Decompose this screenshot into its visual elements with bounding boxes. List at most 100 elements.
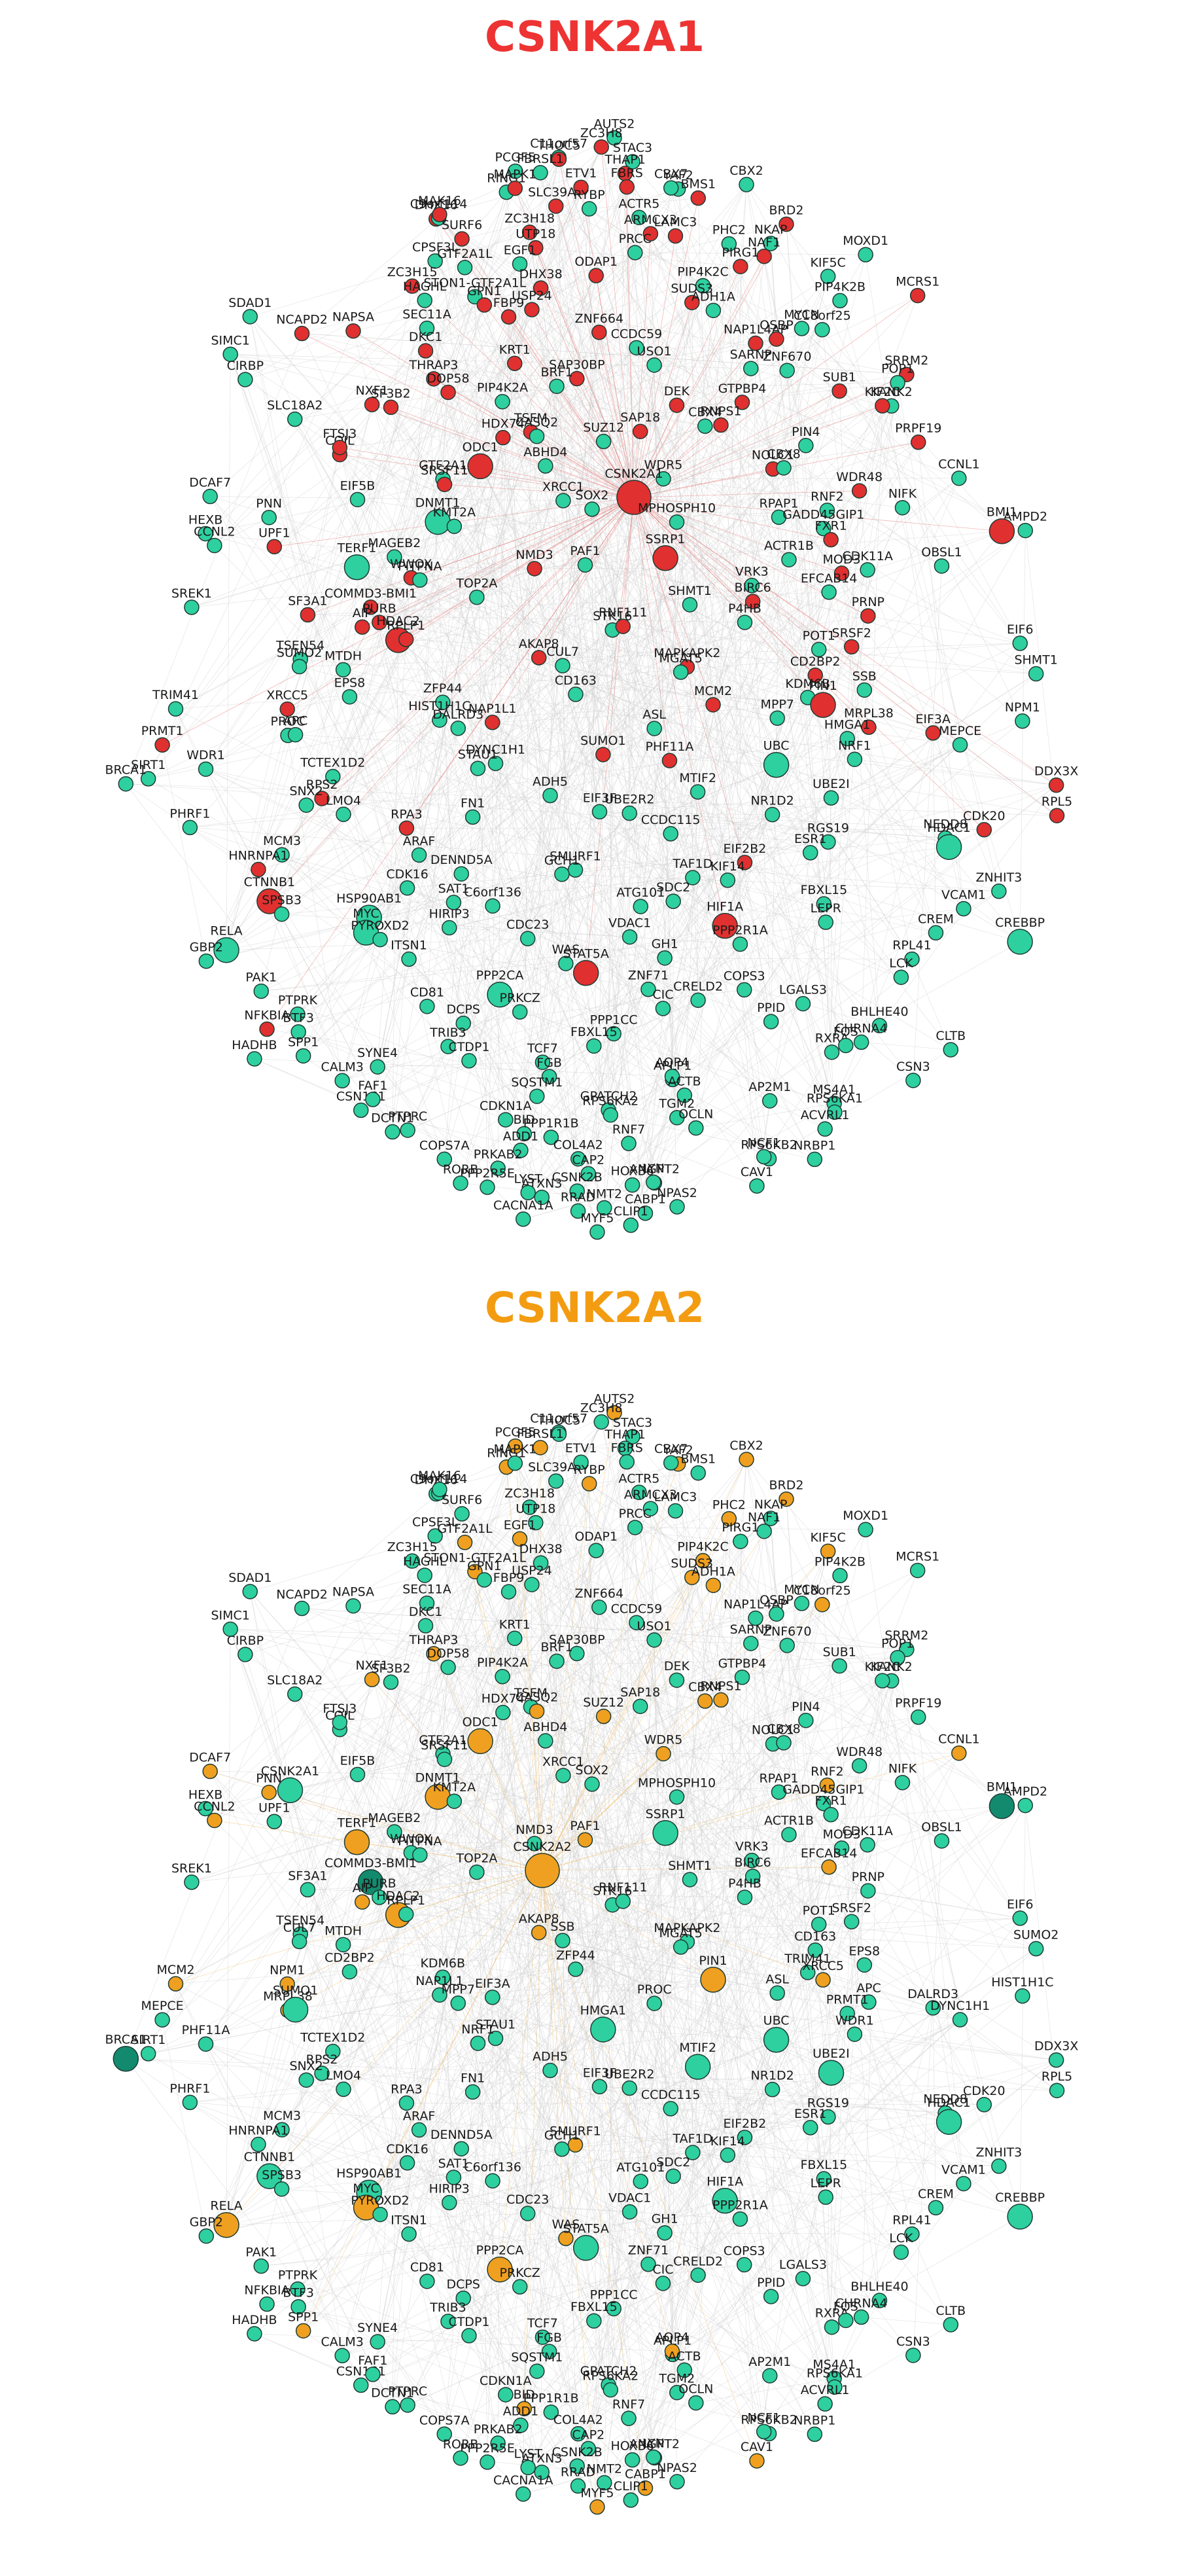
node-cdkn1a: CDKN1A (480, 1099, 532, 1128)
node-circle (769, 710, 785, 726)
edge (594, 497, 635, 688)
node-dnmt1: DNMT1 (415, 495, 461, 535)
node-circle (495, 429, 511, 446)
node-ccdc115: CCDC115 (641, 813, 701, 842)
edge (558, 157, 777, 765)
node-circle (656, 1745, 671, 1762)
node-rpl5: RPL5 (1041, 2069, 1072, 2098)
node-circle (432, 712, 447, 728)
edge (299, 666, 443, 703)
node-label: TSFM (514, 1686, 548, 1700)
node-prpf19: PRPF19 (895, 1696, 941, 1725)
node-prmt1: PRMT1 (826, 1993, 869, 2022)
edge (502, 401, 726, 926)
node-label: RPS6KA2 (582, 1094, 639, 1109)
node-label: CAP2 (572, 1153, 604, 1167)
edge (461, 2149, 542, 2473)
node-label: ACTR1B (764, 539, 814, 553)
edge (589, 209, 598, 1232)
node-label: SAP18 (620, 1685, 660, 1700)
node-circle (676, 1087, 693, 1103)
edge (379, 1753, 664, 1898)
edge (295, 147, 602, 735)
node-circle (453, 1175, 468, 1191)
edge (190, 827, 677, 1118)
node-armcx3: ARMCX3 (624, 213, 677, 241)
node-zc3h15: ZC3H15 (387, 1540, 438, 1569)
node-rela: RELA (210, 924, 243, 963)
node-circle (763, 2289, 779, 2304)
node-label: C18orf25 (794, 309, 851, 323)
edge (447, 2038, 496, 2322)
edge (523, 1785, 828, 2409)
node-asl: ASL (642, 707, 666, 736)
edge (519, 2286, 835, 2379)
edge (519, 1011, 835, 1104)
edge (307, 1741, 481, 1890)
edge (438, 218, 609, 1111)
node-lyn: LYN (642, 2436, 665, 2465)
node-zc3h8: ZC3H8 (580, 1401, 623, 1430)
node-label: ZNHIT3 (975, 870, 1022, 885)
node-label: CCDC115 (641, 2088, 701, 2102)
node-ppp2ca: PPP2CA (476, 969, 523, 1008)
node-label: SUMO1 (273, 1984, 318, 1998)
node-gpn1: GPN1 (467, 284, 502, 313)
node-label: CREM (918, 2187, 954, 2201)
node-circle (353, 1102, 369, 1118)
edge (190, 827, 999, 892)
node-circle (446, 2170, 462, 2185)
edge (436, 1494, 705, 1702)
node-odap1: ODAP1 (574, 255, 618, 283)
edge (343, 206, 557, 815)
node-circle (404, 278, 420, 294)
edge (205, 1808, 960, 2020)
edge (597, 1103, 835, 1232)
node-casq2: CASQ2 (516, 416, 558, 444)
edge (230, 354, 521, 1151)
node-circle (817, 1121, 833, 1137)
edge (406, 1797, 677, 2103)
node-label: FOS (833, 2299, 858, 2314)
node-circle (427, 253, 443, 269)
edge (411, 1560, 901, 2253)
edge (597, 976, 901, 1232)
edge (599, 2086, 985, 2105)
edge (392, 2003, 459, 2407)
node-label: GPN1 (467, 284, 501, 298)
edge (205, 236, 676, 770)
node-circle (632, 423, 648, 439)
edge (406, 302, 693, 829)
edge-hub-bmi1 (633, 497, 1002, 532)
node-araf: ARAF (403, 2109, 435, 2138)
node-osbp: OSBP (760, 1593, 794, 1622)
edge (555, 206, 802, 329)
node-label: CRELD2 (673, 979, 723, 993)
node-circle (498, 1112, 514, 1128)
node-label: VCAM1 (941, 2162, 986, 2177)
node-circle (385, 2399, 400, 2415)
edge (527, 944, 741, 1193)
edge (673, 901, 815, 1160)
node-pirg1: PIRG1 (722, 1520, 759, 1549)
node-rnf7: RNF7 (612, 2397, 645, 2426)
node-circle (251, 861, 266, 878)
edge (673, 2175, 815, 2435)
node-circle (736, 982, 752, 998)
edge (461, 1560, 703, 2149)
node-circle (529, 2363, 545, 2379)
node-label: STON1-GTF2A1L (424, 1550, 527, 1565)
node-circle (365, 1092, 381, 1107)
edge (302, 1608, 563, 2149)
node-circle (669, 1109, 685, 1126)
node-circle (440, 384, 456, 401)
edge (230, 354, 803, 1004)
node-c6orf136: C6orf136 (464, 885, 521, 914)
node-label: RORB (443, 2437, 478, 2452)
node-circle (875, 1673, 890, 1689)
node-circle (925, 725, 941, 741)
edge (447, 763, 496, 1047)
node-p4hb: P4HB (728, 601, 761, 630)
node-label: ETV1 (565, 1441, 597, 1456)
edge-hub-brd2 (633, 224, 787, 498)
